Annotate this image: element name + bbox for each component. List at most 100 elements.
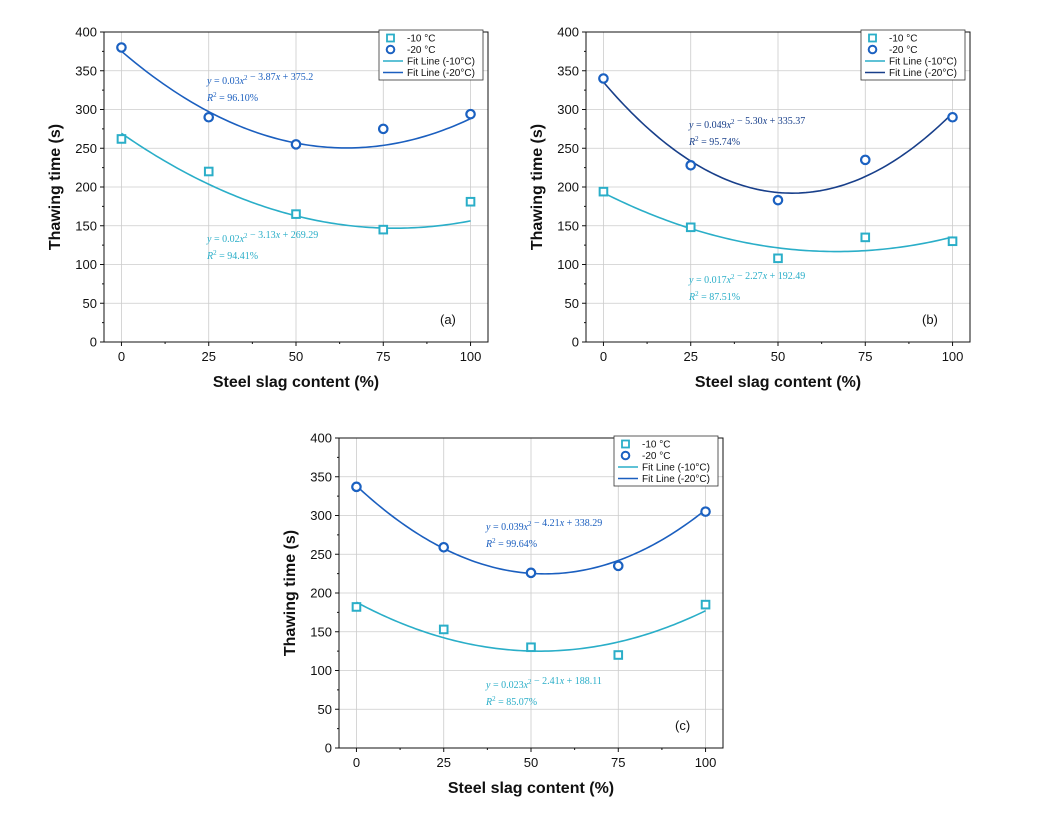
point-minus10 [598, 186, 609, 197]
legend-square-icon [621, 439, 630, 449]
y-tick-label: 300 [557, 102, 579, 117]
y-tick-label: 200 [557, 180, 579, 195]
r2-text: R2 = 87.51% [688, 290, 740, 303]
fit-line-minus10 [603, 192, 953, 253]
legend-item: Fit Line (-20°C) [383, 68, 475, 79]
equation-text: y = 0.017x2 − 2.27x + 192.49 [688, 271, 805, 286]
y-tick-label: 100 [75, 257, 97, 272]
fit-line-minus20 [602, 81, 954, 194]
legend-item: Fit Line (-10°C) [383, 57, 475, 68]
equation-minus20: y = 0.039x2 − 4.21x + 338.29 R2 = 99.64% [485, 518, 602, 550]
y-tick-label: 150 [557, 218, 579, 233]
point-minus10 [438, 624, 449, 635]
point-minus20 [612, 560, 624, 572]
x-axis-title: Steel slag content (%) [695, 374, 861, 391]
point-minus20 [700, 506, 711, 517]
point-minus20 [438, 541, 450, 553]
legend-item: -10 °C [621, 439, 670, 451]
equation-text: y = 0.023x2 − 2.41x + 188.11 [485, 676, 602, 691]
y-tick-label: 150 [75, 218, 97, 233]
legend-label: -20 °C [407, 45, 435, 56]
y-tick-label: 50 [83, 296, 97, 311]
y-tick-label: 100 [310, 663, 332, 678]
legend-circle-icon [620, 450, 631, 461]
y-axis-title: Thawing time (s) [282, 530, 299, 656]
point-minus10 [700, 599, 711, 610]
equation-text: y = 0.049x2 − 5.30x + 335.37 [688, 116, 805, 131]
grid [586, 31, 970, 342]
panel-label: (c) [675, 718, 690, 733]
y-tick-label: 0 [90, 335, 97, 350]
y-tick-label: 350 [310, 469, 332, 484]
point-minus20 [772, 194, 784, 206]
x-axis-title: Steel slag content (%) [213, 374, 379, 391]
x-tick-label: 0 [118, 349, 125, 364]
legend-label: Fit Line (-20°C) [642, 474, 710, 485]
point-minus20 [525, 567, 537, 579]
y-tick-label: 250 [310, 547, 332, 562]
legend-circle-icon [385, 44, 396, 55]
x-tick-label: 25 [683, 349, 697, 364]
point-minus20 [465, 108, 476, 120]
legend-item: -20 °C [385, 44, 435, 56]
y-tick-label: 200 [75, 180, 97, 195]
legend-item: -10 °C [868, 33, 917, 45]
panel-label: (a) [440, 312, 456, 327]
legend-label: Fit Line (-20°C) [889, 68, 957, 79]
x-tick-label: 50 [771, 349, 785, 364]
legend-item: Fit Line (-20°C) [618, 474, 710, 485]
point-minus10 [773, 253, 783, 264]
legend-item: -20 °C [867, 44, 917, 56]
point-minus20 [116, 42, 127, 53]
point-minus20 [947, 111, 958, 123]
equation-minus20: y = 0.03x2 − 3.87x + 375.2 R2 = 96.10% [206, 72, 313, 104]
point-minus20 [859, 154, 871, 166]
y-axis-title: Thawing time (s) [47, 124, 64, 250]
point-minus10 [685, 222, 696, 233]
legend-item: -20 °C [620, 450, 670, 462]
legend-box [860, 29, 966, 81]
y-tick-label: 100 [557, 257, 579, 272]
x-tick-label: 100 [460, 349, 482, 364]
x-tick-label: 25 [201, 349, 215, 364]
equation-text: y = 0.039x2 − 4.21x + 338.29 [485, 518, 602, 533]
x-tick-label: 50 [524, 755, 538, 770]
point-minus20 [203, 111, 215, 123]
point-minus10 [947, 236, 958, 247]
legend-square-icon [868, 33, 877, 43]
panel-a: 0 50 100 150 200 250 300 350 400 0 25 50 75 100 Steel … [40, 22, 510, 407]
equation-text: y = 0.03x2 − 3.87x + 375.2 [206, 72, 313, 87]
legend-label: -10 °C [407, 34, 435, 45]
legend-label: Fit Line (-10°C) [889, 57, 957, 68]
x-tick-label: 50 [289, 349, 303, 364]
panel-c: 0 50 100 150 200 250 300 350 400 0 25 50 75 100 Steel … [275, 428, 745, 813]
y-tick-label: 50 [318, 702, 332, 717]
legend-label: Fit Line (-20°C) [407, 68, 475, 79]
equation-text: y = 0.02x2 − 3.13x + 269.29 [206, 230, 318, 245]
y-tick-label: 400 [75, 25, 97, 40]
x-tick-label: 75 [858, 349, 872, 364]
point-minus20 [685, 160, 697, 171]
point-minus10 [378, 224, 389, 235]
point-minus10 [116, 134, 127, 144]
legend-box [613, 435, 719, 487]
x-tick-label: 25 [436, 755, 450, 770]
legend-item: Fit Line (-20°C) [865, 68, 957, 79]
point-minus10 [351, 602, 362, 612]
r2-text: R2 = 99.64% [485, 537, 537, 550]
x-tick-label: 0 [353, 755, 360, 770]
y-tick-label: 300 [75, 102, 97, 117]
y-axis-title: Thawing time (s) [529, 124, 546, 250]
y-tick-label: 300 [310, 508, 332, 523]
y-tick-label: 0 [325, 741, 332, 756]
legend-label: Fit Line (-10°C) [407, 57, 475, 68]
legend-item: Fit Line (-10°C) [618, 463, 710, 474]
point-minus10 [291, 209, 301, 219]
y-tick-label: 150 [310, 624, 332, 639]
point-minus20 [377, 123, 389, 135]
y-tick-label: 250 [557, 141, 579, 156]
point-minus10 [613, 650, 624, 660]
legend-label: -10 °C [642, 440, 670, 451]
point-minus10 [203, 166, 214, 177]
